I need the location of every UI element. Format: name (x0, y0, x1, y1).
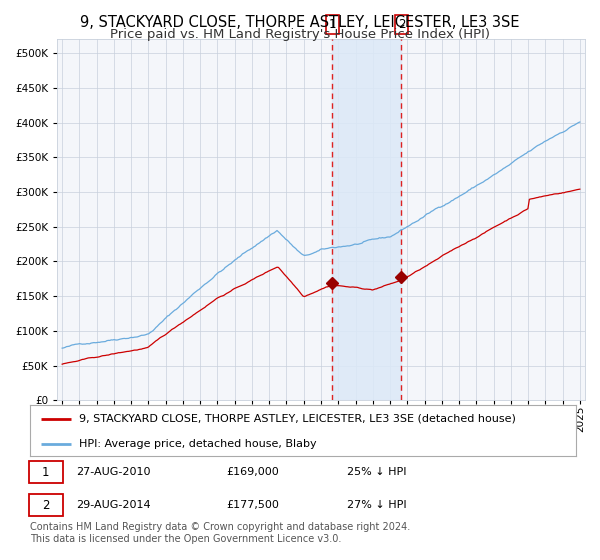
Text: 1: 1 (42, 465, 50, 479)
Text: HPI: Average price, detached house, Blaby: HPI: Average price, detached house, Blab… (79, 438, 317, 449)
Text: 27-AUG-2010: 27-AUG-2010 (76, 467, 151, 477)
FancyBboxPatch shape (29, 494, 63, 516)
Text: 25% ↓ HPI: 25% ↓ HPI (347, 467, 406, 477)
Text: 29-AUG-2014: 29-AUG-2014 (76, 500, 151, 510)
Text: Contains HM Land Registry data © Crown copyright and database right 2024.
This d: Contains HM Land Registry data © Crown c… (30, 522, 410, 544)
Text: 27% ↓ HPI: 27% ↓ HPI (347, 500, 406, 510)
Text: 1: 1 (328, 18, 336, 31)
Bar (332, 39, 401, 400)
FancyBboxPatch shape (29, 461, 63, 483)
Text: Price paid vs. HM Land Registry's House Price Index (HPI): Price paid vs. HM Land Registry's House … (110, 28, 490, 41)
Text: 2: 2 (398, 18, 405, 31)
Text: £177,500: £177,500 (227, 500, 280, 510)
Text: 9, STACKYARD CLOSE, THORPE ASTLEY, LEICESTER, LE3 3SE (detached house): 9, STACKYARD CLOSE, THORPE ASTLEY, LEICE… (79, 414, 516, 424)
Text: 2: 2 (42, 498, 50, 512)
Text: 9, STACKYARD CLOSE, THORPE ASTLEY, LEICESTER, LE3 3SE: 9, STACKYARD CLOSE, THORPE ASTLEY, LEICE… (80, 15, 520, 30)
Text: £169,000: £169,000 (227, 467, 280, 477)
